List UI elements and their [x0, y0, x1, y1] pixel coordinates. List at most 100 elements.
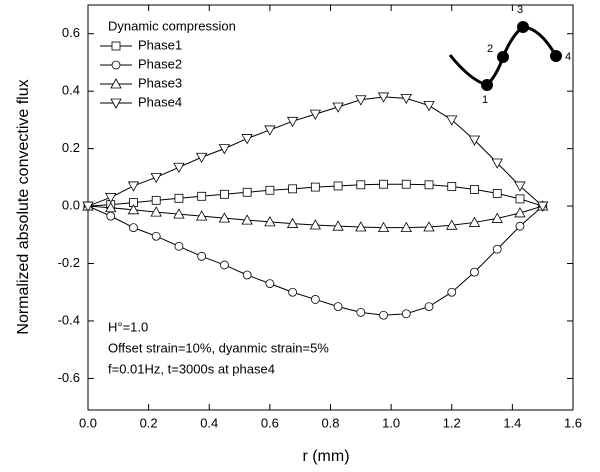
x-tick-label: 0.8 [321, 415, 339, 430]
data-point [265, 279, 275, 289]
data-point [150, 206, 162, 217]
data-point [288, 184, 298, 194]
x-tick-label: 1.6 [564, 415, 582, 430]
inset-label: 1 [482, 94, 488, 106]
data-point [106, 211, 116, 221]
legend-marker [111, 60, 121, 70]
y-tick-label: 0.0 [62, 198, 80, 213]
data-point [195, 210, 208, 221]
data-point [241, 134, 253, 145]
y-tick-label: -0.2 [58, 255, 80, 270]
legend-label: Phase2 [138, 56, 182, 71]
data-point [242, 187, 252, 197]
data-point [105, 201, 117, 213]
data-point [310, 182, 320, 192]
data-point [332, 220, 344, 231]
data-point [220, 260, 229, 270]
data-point [377, 221, 390, 233]
data-point [424, 302, 434, 311]
data-point [377, 92, 390, 103]
data-point [356, 180, 366, 190]
data-point [127, 203, 140, 215]
legend-marker [110, 98, 122, 109]
legend-label: Phase3 [138, 75, 182, 90]
data-point [400, 221, 412, 233]
inset-point [550, 50, 562, 62]
data-point [468, 135, 481, 146]
y-tick-label: 0.2 [62, 140, 80, 155]
data-point [151, 195, 161, 205]
legend-marker [111, 41, 121, 51]
data-point [332, 102, 344, 113]
data-point [355, 95, 367, 106]
x-tick-label: 1.4 [503, 415, 521, 430]
legend-title: Dynamic compression [108, 18, 236, 33]
data-point [514, 207, 526, 218]
y-tick-label: 0.4 [62, 83, 80, 98]
inset-point [497, 51, 509, 63]
data-point [356, 307, 366, 317]
data-point [195, 152, 208, 164]
data-point [492, 189, 502, 198]
data-point [82, 201, 94, 212]
data-point [468, 216, 481, 227]
legend-label: Phase1 [138, 37, 182, 52]
data-point [197, 191, 207, 201]
data-point [129, 223, 138, 233]
data-point [286, 217, 299, 228]
x-tick-label: 0.4 [200, 415, 218, 430]
data-point [470, 267, 479, 277]
data-point [492, 244, 502, 254]
data-point [218, 212, 231, 223]
data-point [423, 101, 435, 112]
data-point [310, 295, 320, 304]
inset-label: 4 [565, 51, 571, 63]
data-point [401, 179, 411, 189]
data-point [447, 182, 457, 191]
inset-point [481, 79, 493, 91]
data-point [218, 144, 231, 155]
inset-point [517, 21, 529, 33]
data-point [264, 216, 276, 227]
y-tick-label: -0.4 [58, 312, 80, 327]
data-point [446, 115, 458, 126]
data-point [242, 270, 252, 280]
x-tick-label: 1.2 [443, 415, 461, 430]
data-point [491, 158, 503, 169]
data-point [220, 189, 229, 199]
y-tick-label: 0.6 [62, 25, 80, 40]
data-point [355, 221, 367, 232]
data-point [197, 251, 207, 261]
data-point [265, 185, 275, 195]
data-point [424, 180, 434, 190]
data-point [333, 181, 343, 191]
data-point [174, 193, 184, 203]
data-point [173, 162, 185, 174]
annotation: f=0.01Hz, t=3000s at phase4 [108, 361, 275, 376]
x-tick-label: 0.2 [140, 415, 158, 430]
data-point [446, 219, 458, 230]
x-tick-label: 0.0 [79, 415, 97, 430]
inset: 1 2 3 4 [448, 4, 571, 106]
data-point [515, 221, 525, 231]
data-point [333, 302, 343, 311]
annotation: Offset strain=10%, dyanmic strain=5% [108, 340, 329, 355]
data-point [288, 287, 298, 297]
data-point [447, 287, 457, 297]
data-point [400, 93, 412, 105]
legend-label: Phase4 [138, 94, 182, 109]
legend-marker [110, 78, 122, 89]
data-point [264, 125, 276, 136]
y-axis-label: Normalized absolute convective flux [15, 79, 32, 334]
data-point [379, 179, 388, 189]
data-point [423, 221, 435, 232]
data-point [174, 241, 184, 251]
data-point [150, 172, 162, 184]
annotation: H°=1.0 [108, 319, 148, 334]
y-tick-label: -0.6 [58, 370, 80, 385]
data-point [105, 193, 117, 204]
data-point [379, 310, 388, 320]
data-point [309, 219, 322, 230]
data-point [491, 212, 503, 223]
